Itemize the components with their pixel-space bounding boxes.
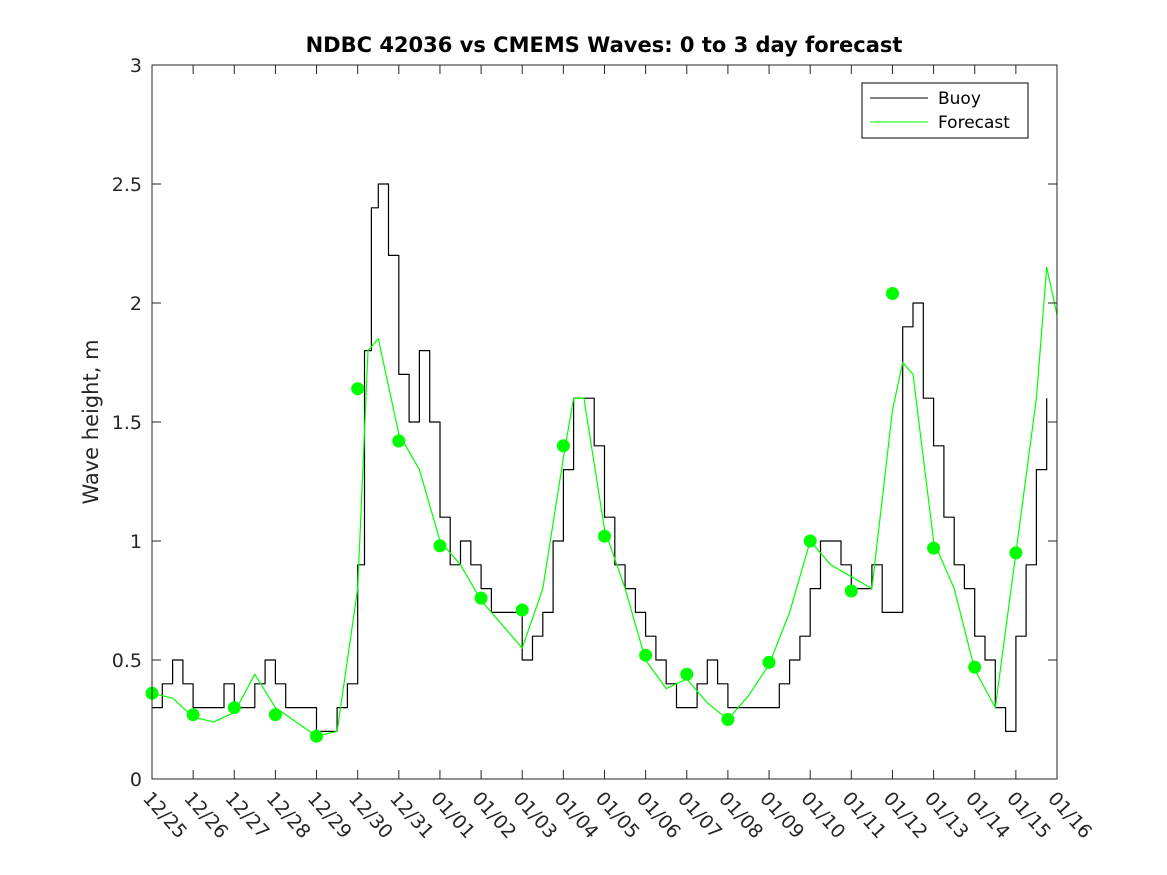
y-tick-label: 2.5 (112, 174, 142, 196)
x-tick-label: 01/04 (550, 788, 603, 843)
x-tick-label: 01/08 (714, 788, 767, 843)
legend: Buoy Forecast (861, 82, 1029, 139)
legend-box (861, 82, 1029, 139)
x-tick-label: 01/07 (673, 788, 726, 843)
plot-area (152, 65, 1057, 779)
analysis-point (680, 667, 694, 681)
analysis-point (556, 439, 570, 453)
x-tick-label: 12/25 (138, 788, 191, 843)
x-tick-label: 12/28 (262, 788, 315, 843)
x-tick-label: 01/05 (591, 788, 644, 843)
y-tick-label: 1 (130, 531, 142, 553)
x-tick-label: 01/11 (838, 788, 891, 843)
y-tick-label: 1.5 (112, 412, 142, 434)
analysis-point (721, 713, 735, 726)
analysis-point (803, 534, 817, 548)
x-tick-label: 12/26 (179, 788, 232, 843)
x-tick-label: 12/29 (303, 788, 356, 843)
x-tick-label: 01/06 (632, 788, 685, 843)
analysis-point (515, 603, 529, 617)
y-tick-label: 0 (130, 769, 142, 791)
x-tick-label: 01/09 (755, 788, 808, 843)
analysis-point (268, 708, 282, 722)
analysis-point (1009, 546, 1023, 560)
legend-label-forecast: Forecast (938, 113, 1010, 133)
analysis-point (598, 529, 611, 543)
x-tick-label: 12/30 (344, 788, 397, 843)
x-tick-label: 12/31 (385, 788, 438, 843)
x-tick-label: 01/13 (920, 788, 973, 843)
x-tick-label: 01/12 (879, 788, 932, 843)
chart-title: NDBC 42036 vs CMEMS Waves: 0 to 3 day fo… (306, 33, 903, 57)
analysis-point (639, 648, 653, 662)
x-tick-label: 01/15 (1002, 788, 1055, 843)
x-tick-label: 01/14 (961, 788, 1014, 843)
analysis-point (186, 708, 200, 722)
plot-marks (145, 183, 1058, 743)
analysis-point (886, 287, 899, 300)
plot-frame (151, 64, 1058, 780)
analysis-point (310, 729, 323, 743)
analysis-point (227, 701, 241, 715)
y-tick-label: 3 (130, 55, 142, 77)
analysis-point (474, 591, 488, 605)
analysis-point (433, 539, 447, 553)
analysis-point (762, 655, 776, 669)
y-tick-label: 2 (130, 293, 142, 315)
analysis-point (351, 382, 365, 396)
analysis-point (968, 660, 982, 674)
x-tick-label: 01/16 (1043, 788, 1096, 843)
legend-label-buoy: Buoy (938, 89, 981, 109)
x-tick-label: 01/02 (467, 788, 520, 843)
analysis-point (392, 434, 406, 448)
buoy-series-line (152, 183, 1048, 732)
x-tick-label: 01/10 (796, 788, 849, 843)
analysis-point (927, 541, 941, 555)
x-tick-label: 01/03 (509, 788, 562, 843)
y-axis-label: Wave height, m (79, 339, 103, 504)
x-tick-label: 12/27 (221, 788, 274, 843)
y-tick-label: 0.5 (112, 650, 142, 672)
analysis-point (844, 584, 858, 598)
x-tick-label: 01/01 (426, 788, 479, 843)
